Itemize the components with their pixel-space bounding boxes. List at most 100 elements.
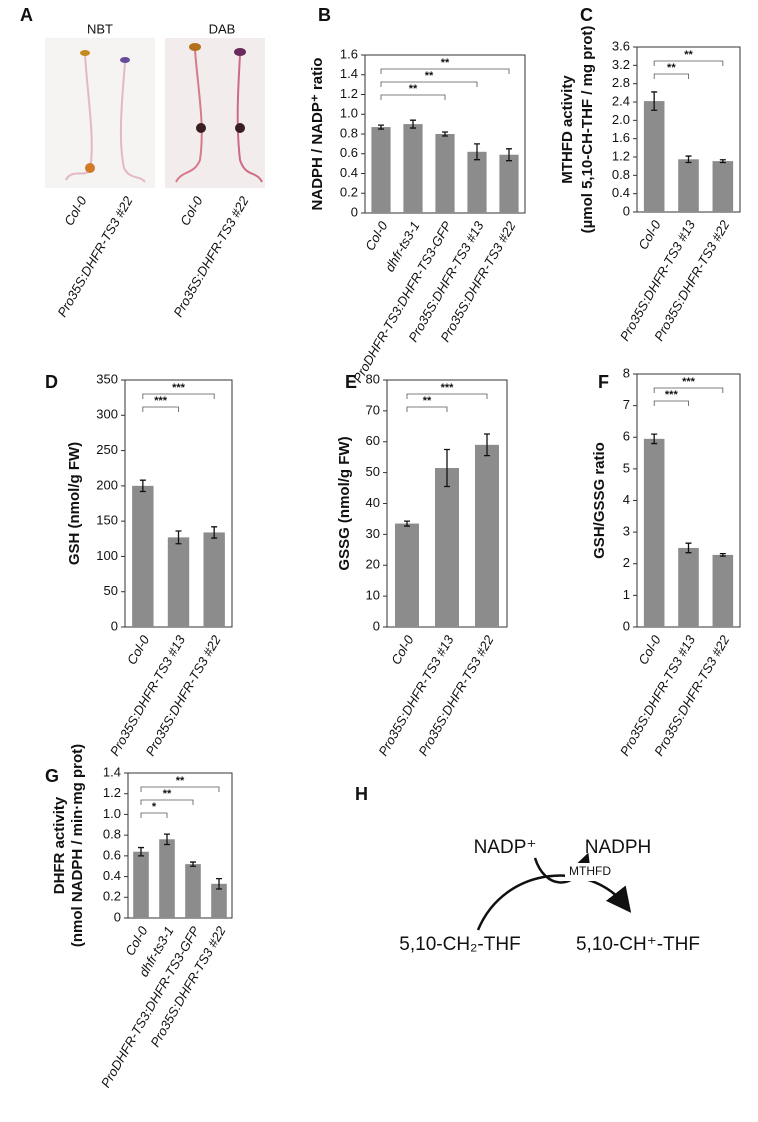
photo (45, 38, 155, 188)
panel-letter: A (20, 5, 33, 25)
error-bar (442, 131, 448, 137)
significance-label: *** (665, 389, 679, 401)
significance-label: ** (667, 62, 676, 74)
enzyme: MTHFD (569, 864, 611, 878)
y-tick-label: 2 (623, 555, 630, 570)
enzyme-box (565, 863, 615, 881)
y-tick-label: 0 (373, 618, 380, 633)
y-tick-label: 1 (623, 587, 630, 602)
cotyledon (189, 43, 201, 51)
stain-label: DAB (209, 21, 236, 36)
y-tick-label: 0.8 (103, 827, 121, 842)
cofactor-in: NADP⁺ (474, 837, 537, 858)
bar (475, 444, 499, 627)
y-tick-label: 150 (96, 513, 118, 528)
sample-label: Col-0 (177, 193, 206, 228)
hypocotyl-stain (85, 163, 95, 173)
panel-letter: C (580, 5, 593, 25)
y-tick-label: 0 (623, 203, 630, 218)
significance-label: *** (154, 395, 168, 407)
significance-bracket (140, 786, 220, 792)
y-tick-label: 0.4 (103, 868, 121, 883)
significance-bracket (142, 406, 179, 412)
cotyledon (120, 57, 130, 63)
significance-bracket (406, 406, 448, 412)
significance-bracket (380, 81, 478, 87)
error-bar (378, 124, 384, 130)
bar (403, 124, 423, 213)
y-tick-label: 50 (366, 464, 380, 479)
bar (371, 127, 391, 213)
significance-bracket (380, 68, 510, 74)
error-bar (211, 526, 218, 539)
y-tick-label: 1.2 (340, 86, 358, 101)
error-bar (404, 520, 410, 527)
significance-label: *** (682, 376, 696, 388)
bar (211, 883, 227, 918)
bar (678, 547, 699, 627)
y-tick-label: 250 (96, 442, 118, 457)
y-tick-label: 8 (623, 365, 630, 380)
stain-label: NBT (87, 21, 113, 36)
y-tick-label: 0.8 (612, 167, 630, 182)
cotyledon (234, 48, 246, 56)
x-tick-label: Pro35S:DHFR-TS3 #13 (375, 632, 457, 758)
y-tick-label: 2.0 (612, 112, 630, 127)
panel-letter: B (318, 5, 331, 25)
y-tick-label: 0.4 (612, 185, 630, 200)
y-axis-label: GSH/GSSG ratio (591, 442, 608, 559)
error-bar (506, 148, 512, 162)
y-tick-label: 0.6 (103, 847, 121, 862)
sample-label: Col-0 (61, 193, 90, 228)
y-axis-label: GSSG (nmol/g FW) (336, 436, 353, 570)
photo (165, 38, 265, 188)
error-bar (410, 119, 416, 129)
y-tick-label: 1.4 (340, 66, 358, 81)
bar (132, 485, 154, 627)
x-tick-label: Col-0 (635, 632, 664, 667)
error-bar (685, 542, 692, 554)
panel-letter: F (598, 372, 609, 392)
significance-label: ** (425, 70, 434, 82)
significance-label: ** (163, 788, 172, 800)
y-tick-label: 1.0 (103, 806, 121, 821)
bar (395, 523, 419, 627)
y-tick-label: 200 (96, 477, 118, 492)
error-bar (474, 143, 480, 161)
bar (643, 101, 665, 212)
significance-label: *** (172, 382, 186, 394)
bar (712, 554, 734, 627)
bar (499, 154, 519, 213)
y-tick-label: 1.6 (340, 46, 358, 61)
y-tick-label: 4 (623, 492, 630, 507)
significance-bracket (406, 393, 488, 399)
y-tick-label: 5 (623, 460, 630, 475)
y-tick-label: 0 (623, 618, 630, 633)
y-tick-label: 2.4 (612, 93, 630, 108)
bar (643, 438, 665, 627)
significance-bracket (140, 812, 168, 818)
error-bar (190, 861, 196, 867)
error-bar (484, 433, 490, 457)
significance-label: *** (441, 382, 455, 394)
y-tick-label: 80 (366, 371, 380, 386)
bar (678, 159, 699, 212)
x-tick-label: Col-0 (388, 632, 417, 667)
y-axis-label: NADPH / NADP⁺ ratio (309, 58, 326, 211)
substrate: 5,10-CH₂-THF (399, 934, 520, 955)
error-bar (164, 833, 170, 846)
x-tick-label: Col-0 (635, 217, 664, 252)
x-tick-label: Col-0 (124, 632, 153, 667)
y-tick-label: 40 (366, 495, 380, 510)
y-tick-label: 50 (104, 583, 118, 598)
significance-bracket (142, 393, 215, 399)
cofactor-out: NADPH (585, 837, 652, 858)
y-tick-label: 3.2 (612, 57, 630, 72)
bar (467, 151, 487, 213)
y-tick-label: 1.2 (103, 785, 121, 800)
error-bar (444, 448, 450, 488)
hypocotyl-stain (196, 123, 206, 133)
plot-frame (127, 772, 233, 919)
panel-letter: H (355, 784, 368, 804)
